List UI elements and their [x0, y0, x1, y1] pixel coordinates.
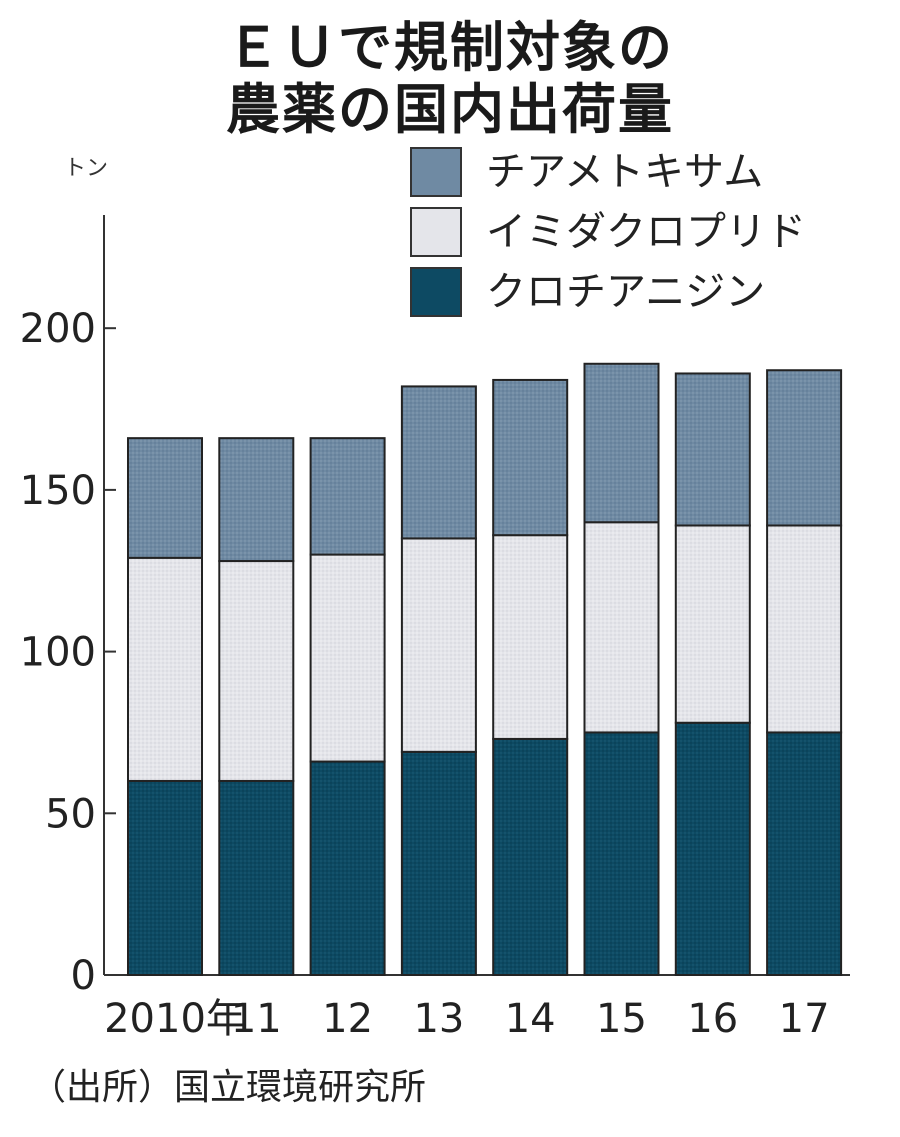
- x-tick-label: 2010年: [104, 996, 246, 1042]
- chart-title-line2: 農薬の国内出荷量: [226, 78, 674, 141]
- segment-imidacloprid: [492, 534, 569, 740]
- segment-imidacloprid: [309, 553, 386, 763]
- y-tick-label: 200: [20, 306, 96, 352]
- segment-thiamethoxam: [218, 437, 295, 563]
- bar-stack: [400, 385, 477, 977]
- segment-thiamethoxam: [674, 372, 751, 527]
- segment-clothianidin: [127, 779, 203, 977]
- x-tick-label: 15: [596, 996, 647, 1042]
- y-tick-label: 100: [20, 630, 96, 676]
- legend-swatch-thiamethoxam: [410, 147, 462, 197]
- segment-imidacloprid: [766, 524, 843, 734]
- x-tick-label: 16: [687, 996, 738, 1042]
- bar-stack: [674, 372, 751, 977]
- chart-title-line1: ＥＵで規制対象の: [226, 16, 674, 79]
- y-tick-label: 50: [45, 791, 96, 837]
- y-axis-unit: トン: [64, 156, 109, 181]
- segment-clothianidin: [492, 737, 569, 977]
- x-tick-label: 13: [413, 996, 464, 1042]
- segment-imidacloprid: [127, 556, 203, 782]
- x-tick-label: 14: [505, 996, 556, 1042]
- segment-imidacloprid: [400, 537, 477, 753]
- segment-thiamethoxam: [127, 437, 203, 559]
- segment-thiamethoxam: [309, 437, 386, 556]
- bar-stack: [492, 378, 569, 977]
- segment-thiamethoxam: [583, 362, 660, 524]
- segment-clothianidin: [674, 721, 751, 977]
- bar-stack: [583, 362, 660, 977]
- segment-imidacloprid: [218, 560, 295, 782]
- x-tick-label: 12: [322, 996, 373, 1042]
- legend-swatch-imidacloprid: [410, 207, 462, 257]
- segment-thiamethoxam: [766, 369, 843, 527]
- legend-label-thiamethoxam: チアメトキサム: [486, 149, 764, 195]
- bar-stack: [766, 369, 843, 977]
- segment-clothianidin: [766, 731, 843, 977]
- legend-swatch-clothianidin: [410, 267, 462, 317]
- source-note: （出所）国立環境研究所: [30, 1067, 427, 1108]
- segment-clothianidin: [309, 760, 386, 976]
- segment-clothianidin: [583, 731, 660, 977]
- legend-label-clothianidin: クロチアニジン: [486, 269, 766, 315]
- x-tick-label: 17: [779, 996, 830, 1042]
- y-tick-label: 150: [20, 468, 96, 514]
- segment-thiamethoxam: [400, 385, 477, 540]
- y-tick-label: 0: [71, 953, 96, 999]
- segment-clothianidin: [218, 779, 295, 977]
- segment-imidacloprid: [674, 524, 751, 724]
- segment-imidacloprid: [583, 521, 660, 734]
- bar-stack: [218, 437, 295, 977]
- bar-stack: [309, 437, 386, 976]
- x-tick-label: 11: [231, 996, 282, 1042]
- segment-thiamethoxam: [492, 378, 569, 537]
- legend-label-imidacloprid: イミダクロプリド: [486, 209, 806, 255]
- segment-clothianidin: [400, 750, 477, 977]
- bar-stack: [127, 437, 203, 977]
